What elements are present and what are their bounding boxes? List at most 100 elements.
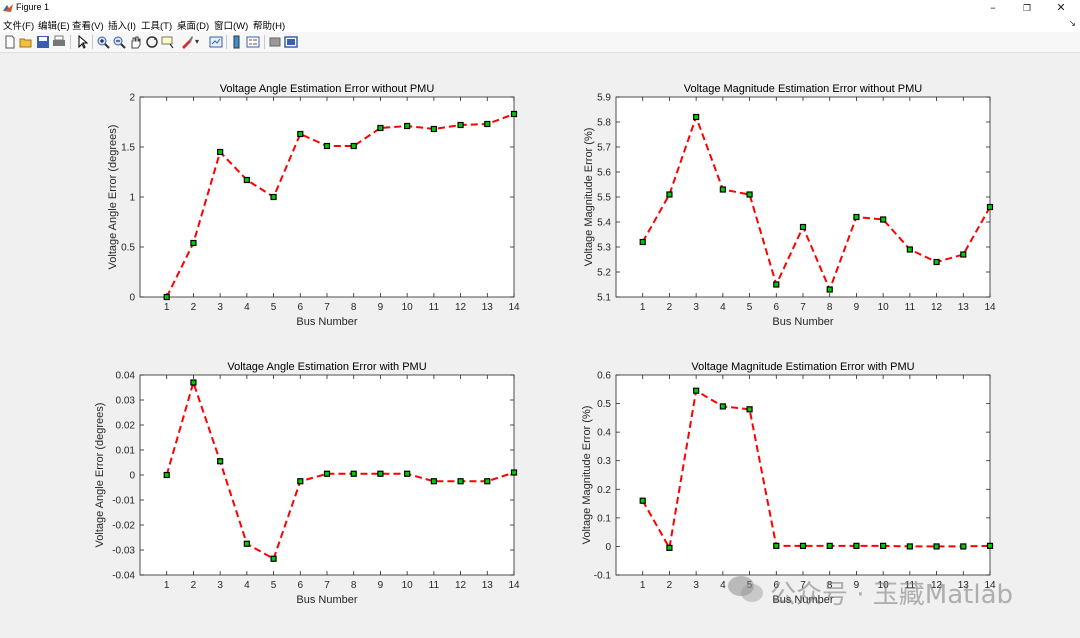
data-point-marker [880, 216, 887, 223]
link-plot-icon[interactable] [209, 35, 223, 49]
show-plot-tools-icon[interactable] [284, 35, 298, 49]
x-axis-label: Bus Number [296, 594, 357, 606]
data-point-marker [799, 542, 807, 549]
maximize-button[interactable]: ❐ [1012, 0, 1042, 16]
save-icon[interactable] [36, 35, 50, 49]
x-tick-label: 11 [905, 580, 916, 591]
data-point-marker [693, 387, 700, 394]
x-tick-label: 12 [455, 302, 467, 313]
menu-file[interactable]: 文件(F) [3, 21, 35, 32]
print-icon[interactable] [52, 35, 66, 49]
x-tick-label: 8 [827, 302, 833, 313]
close-button[interactable]: ✕ [1046, 0, 1076, 16]
x-tick-label: 4 [244, 302, 250, 313]
new-figure-icon[interactable] [3, 35, 17, 49]
data-point-marker [243, 176, 250, 184]
x-tick-label: 5 [747, 302, 753, 313]
y-tick-label: 5.6 [597, 168, 611, 179]
data-point-marker [853, 213, 860, 221]
x-tick-label: 3 [217, 302, 223, 313]
menu-tools[interactable]: 工具(T) [141, 21, 173, 32]
zoom-in-icon[interactable] [96, 35, 110, 49]
menu-bar: 文件(F) 编辑(E) 查看(V) 插入(I) 工具(T) 桌面(D) 窗口(W… [0, 16, 1080, 32]
y-axis-label: Voltage Angle Error (degrees) [107, 125, 119, 270]
data-point-marker [826, 542, 833, 549]
menu-window[interactable]: 窗口(W) [214, 21, 249, 32]
chart-title: Voltage Angle Estimation Error without P… [220, 83, 435, 95]
data-point-marker [853, 542, 860, 549]
colorbar-icon[interactable] [230, 35, 244, 49]
data-point-marker [430, 478, 437, 485]
hide-plot-tools-icon[interactable] [268, 35, 282, 49]
y-tick-label: 5.1 [597, 293, 611, 304]
y-tick-label: 5.8 [597, 118, 611, 129]
y-tick-label: 0.03 [116, 396, 136, 407]
data-point-marker [639, 238, 646, 246]
legend-icon[interactable] [246, 35, 260, 49]
x-tick-label: 1 [164, 302, 170, 313]
x-tick-label: 4 [720, 302, 726, 313]
x-tick-label: 12 [931, 580, 943, 591]
minimize-button[interactable]: – [978, 0, 1008, 16]
x-tick-label: 4 [244, 580, 250, 591]
y-tick-label: 1.5 [121, 143, 135, 154]
menu-view[interactable]: 查看(V) [72, 21, 104, 32]
y-tick-label: 1 [129, 193, 135, 204]
x-tick-label: 3 [693, 580, 699, 591]
y-tick-label: 0.01 [116, 446, 136, 457]
menu-help[interactable]: 帮助(H) [253, 21, 286, 32]
chart-panel-2: 5.15.25.35.45.55.65.75.85.91 2 3 4 5 6 7 8 9 10 11… [583, 83, 996, 328]
data-cursor-icon[interactable] [161, 35, 175, 49]
y-tick-label: 0.4 [597, 428, 611, 439]
menu-desktop[interactable]: 桌面(D) [177, 21, 210, 32]
zoom-out-icon[interactable] [112, 35, 126, 49]
x-tick-label: 11 [905, 302, 916, 313]
data-point-marker [666, 191, 673, 198]
y-axis-label: Voltage Magnitude Error (%) [581, 406, 593, 545]
data-point-marker [190, 379, 197, 386]
x-tick-label: 5 [271, 302, 277, 313]
data-point-marker [190, 239, 197, 247]
x-tick-label: 1 [640, 580, 646, 591]
chart-panel-4: -0.100.10.20.30.40.50.612345678910111213… [581, 361, 996, 606]
watermark: 公众号 · 玉藏Matlab [726, 571, 1056, 610]
dock-arrow-icon[interactable]: ↘ [1068, 18, 1076, 28]
y-tick-label: 2 [129, 93, 135, 104]
open-file-icon[interactable] [19, 35, 33, 49]
x-tick-label: 11 [429, 302, 440, 313]
x-tick-label: 10 [878, 580, 890, 591]
data-point-marker [986, 542, 994, 549]
data-point-marker [297, 130, 304, 138]
menu-edit[interactable]: 编辑(E) [38, 21, 70, 32]
pan-icon[interactable] [128, 35, 142, 49]
watermark-text: 公众号 · 玉藏Matlab [770, 580, 1014, 610]
y-tick-label: 0.02 [116, 421, 136, 432]
rotate-3d-icon[interactable] [145, 35, 159, 49]
wechat-logo-icon [728, 576, 763, 602]
x-tick-label: 1 [640, 302, 646, 313]
x-axis-label: Bus Number [772, 316, 833, 328]
x-tick-label: 2 [191, 302, 197, 313]
x-tick-label: 7 [800, 580, 806, 591]
y-tick-label: -0.01 [112, 496, 135, 507]
brush-dropdown-icon[interactable]: ▾ [195, 37, 200, 46]
data-point-marker [404, 470, 411, 477]
chart-title: Voltage Angle Estimation Error with PMU [227, 361, 426, 373]
minimize-icon: – [990, 1, 996, 14]
x-tick-label: 4 [720, 580, 726, 591]
data-point-marker [693, 113, 700, 121]
x-tick-label: 9 [378, 580, 384, 591]
data-point-marker [826, 286, 833, 293]
brush-icon[interactable] [180, 35, 194, 49]
x-tick-label: 14 [508, 302, 520, 313]
x-tick-label: 3 [217, 580, 223, 591]
data-point-marker [270, 555, 277, 562]
toolbar-separator [226, 35, 227, 49]
data-point-marker [510, 110, 518, 118]
menu-insert[interactable]: 插入(I) [108, 21, 136, 32]
close-icon: ✕ [1056, 1, 1066, 14]
x-tick-label: 7 [324, 302, 330, 313]
pointer-icon[interactable] [75, 35, 89, 49]
x-tick-label: 13 [482, 580, 494, 591]
